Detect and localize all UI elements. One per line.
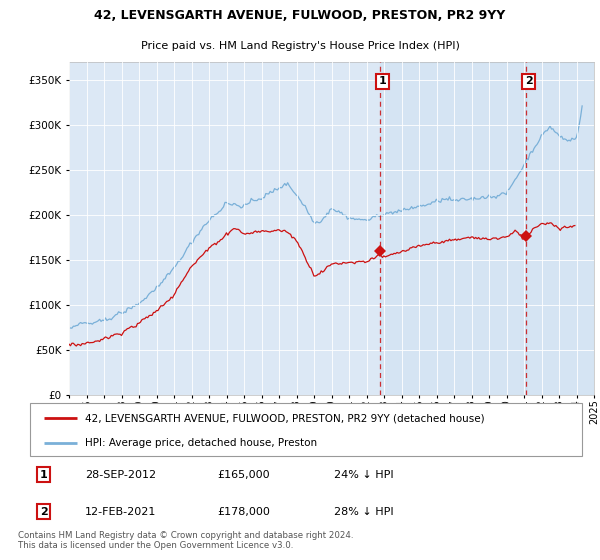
Text: Price paid vs. HM Land Registry's House Price Index (HPI): Price paid vs. HM Land Registry's House … (140, 41, 460, 51)
Text: HPI: Average price, detached house, Preston: HPI: Average price, detached house, Pres… (85, 438, 317, 448)
Text: 24% ↓ HPI: 24% ↓ HPI (334, 470, 393, 479)
Bar (380, 62, 526, 395)
Text: 12-FEB-2021: 12-FEB-2021 (85, 507, 157, 517)
FancyBboxPatch shape (30, 403, 582, 456)
Text: 2: 2 (40, 507, 47, 517)
Text: 1: 1 (40, 470, 47, 479)
Text: £178,000: £178,000 (218, 507, 271, 517)
Text: 42, LEVENSGARTH AVENUE, FULWOOD, PRESTON, PR2 9YY (detached house): 42, LEVENSGARTH AVENUE, FULWOOD, PRESTON… (85, 413, 485, 423)
Text: £165,000: £165,000 (218, 470, 271, 479)
Text: Contains HM Land Registry data © Crown copyright and database right 2024.
This d: Contains HM Land Registry data © Crown c… (18, 531, 353, 550)
Text: 1: 1 (379, 76, 386, 86)
Text: 42, LEVENSGARTH AVENUE, FULWOOD, PRESTON, PR2 9YY: 42, LEVENSGARTH AVENUE, FULWOOD, PRESTON… (94, 9, 506, 22)
Text: 28-SEP-2012: 28-SEP-2012 (85, 470, 157, 479)
Bar (526, 62, 594, 395)
Text: 2: 2 (525, 76, 533, 86)
Text: 28% ↓ HPI: 28% ↓ HPI (334, 507, 393, 517)
